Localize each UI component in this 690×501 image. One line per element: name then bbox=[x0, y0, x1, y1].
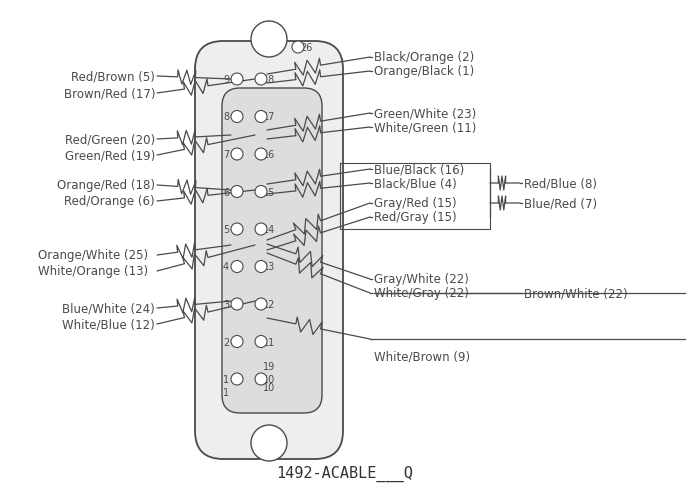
Text: 10: 10 bbox=[263, 382, 275, 392]
Text: Orange/Red (18): Orange/Red (18) bbox=[57, 179, 155, 192]
Text: Green/White (23): Green/White (23) bbox=[374, 107, 476, 120]
Text: 17: 17 bbox=[263, 112, 275, 122]
Circle shape bbox=[255, 149, 267, 161]
Text: 16: 16 bbox=[263, 150, 275, 160]
Circle shape bbox=[255, 336, 267, 348]
Circle shape bbox=[231, 261, 243, 273]
Circle shape bbox=[231, 149, 243, 161]
Text: 18: 18 bbox=[263, 75, 275, 85]
Text: White/Blue (12): White/Blue (12) bbox=[62, 318, 155, 331]
Text: Brown/White (22): Brown/White (22) bbox=[524, 287, 628, 300]
Circle shape bbox=[251, 425, 287, 461]
Text: 1492-ACABLE___Q: 1492-ACABLE___Q bbox=[277, 465, 413, 481]
Circle shape bbox=[255, 373, 267, 385]
Circle shape bbox=[231, 74, 243, 86]
Text: 2: 2 bbox=[223, 337, 229, 347]
Text: 1: 1 bbox=[223, 387, 229, 397]
Text: 14: 14 bbox=[263, 224, 275, 234]
Text: 26: 26 bbox=[300, 43, 313, 53]
Circle shape bbox=[292, 42, 304, 54]
Text: White/Brown (9): White/Brown (9) bbox=[374, 349, 470, 362]
Text: 7: 7 bbox=[223, 150, 229, 160]
Text: 12: 12 bbox=[263, 300, 275, 310]
Text: 10: 10 bbox=[263, 374, 275, 384]
Circle shape bbox=[231, 299, 243, 311]
Text: Brown/Red (17): Brown/Red (17) bbox=[63, 87, 155, 100]
Text: White/Gray (22): White/Gray (22) bbox=[374, 287, 469, 300]
Text: 11: 11 bbox=[263, 337, 275, 347]
Text: Gray/White (22): Gray/White (22) bbox=[374, 273, 469, 286]
Circle shape bbox=[231, 373, 243, 385]
Circle shape bbox=[231, 186, 243, 198]
Text: 1: 1 bbox=[223, 374, 229, 384]
Text: Red/Orange (6): Red/Orange (6) bbox=[64, 195, 155, 208]
Text: 5: 5 bbox=[223, 224, 229, 234]
FancyBboxPatch shape bbox=[222, 89, 322, 413]
Circle shape bbox=[255, 299, 267, 311]
Text: 8: 8 bbox=[223, 112, 229, 122]
Circle shape bbox=[231, 111, 243, 123]
Text: White/Orange (13): White/Orange (13) bbox=[38, 265, 148, 278]
FancyBboxPatch shape bbox=[195, 42, 343, 459]
Text: Red/Green (20): Red/Green (20) bbox=[65, 133, 155, 146]
Text: Black/Blue (4): Black/Blue (4) bbox=[374, 177, 457, 190]
Text: Black/Orange (2): Black/Orange (2) bbox=[374, 52, 474, 64]
Text: 6: 6 bbox=[223, 187, 229, 197]
Circle shape bbox=[255, 74, 267, 86]
Text: 15: 15 bbox=[263, 187, 275, 197]
Text: White/Green (11): White/Green (11) bbox=[374, 121, 476, 134]
Text: Blue/Red (7): Blue/Red (7) bbox=[524, 197, 597, 210]
Circle shape bbox=[255, 111, 267, 123]
Circle shape bbox=[255, 223, 267, 235]
Circle shape bbox=[251, 22, 287, 58]
Text: Blue/Black (16): Blue/Black (16) bbox=[374, 163, 464, 176]
Text: Gray/Red (15): Gray/Red (15) bbox=[374, 197, 457, 210]
Text: Green/Red (19): Green/Red (19) bbox=[65, 149, 155, 162]
Text: 3: 3 bbox=[223, 300, 229, 310]
Text: Red/Blue (8): Red/Blue (8) bbox=[524, 177, 597, 190]
Text: Red/Gray (15): Red/Gray (15) bbox=[374, 211, 457, 224]
Circle shape bbox=[255, 186, 267, 198]
Text: Orange/Black (1): Orange/Black (1) bbox=[374, 65, 474, 78]
Text: 4: 4 bbox=[223, 262, 229, 272]
Text: Blue/White (24): Blue/White (24) bbox=[62, 302, 155, 315]
Text: Red/Brown (5): Red/Brown (5) bbox=[71, 70, 155, 83]
Text: Orange/White (25): Orange/White (25) bbox=[38, 249, 148, 262]
Text: 9: 9 bbox=[223, 75, 229, 85]
Circle shape bbox=[231, 336, 243, 348]
Text: 13: 13 bbox=[263, 262, 275, 272]
Circle shape bbox=[231, 223, 243, 235]
Circle shape bbox=[255, 261, 267, 273]
Text: 19: 19 bbox=[263, 361, 275, 371]
